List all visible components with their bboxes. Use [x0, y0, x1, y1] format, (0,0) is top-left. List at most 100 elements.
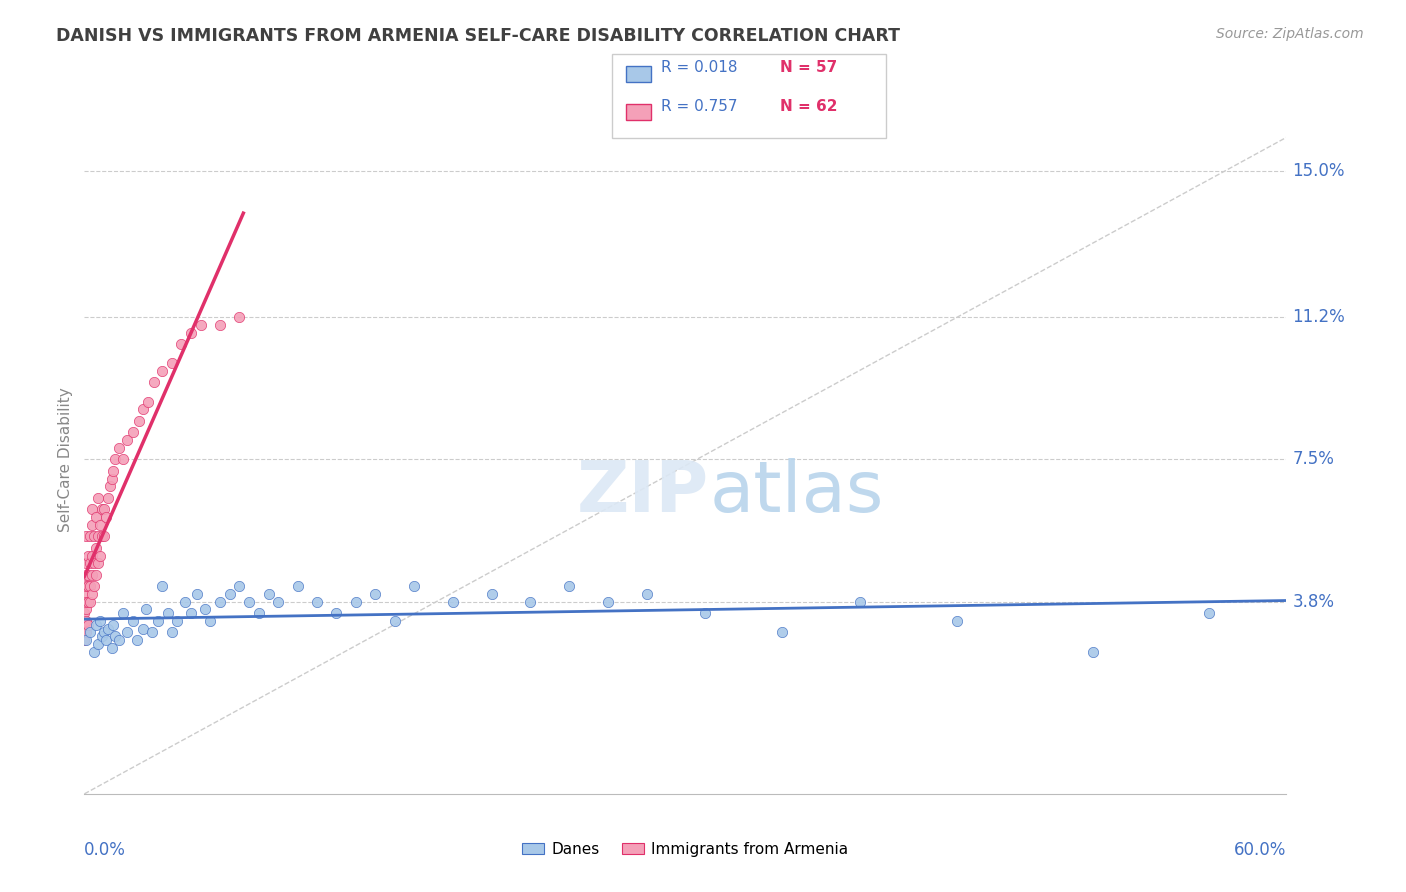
Point: [82, 549, 104, 563]
Point: [89, 517, 111, 532]
Point: [364, 587, 387, 601]
Text: 0.0%: 0.0%: [84, 840, 127, 859]
Point: [402, 579, 425, 593]
Point: [180, 326, 202, 340]
Point: [75, 633, 97, 648]
Point: [83, 645, 105, 659]
Point: [325, 606, 347, 620]
Point: [209, 594, 232, 608]
Point: [287, 579, 309, 593]
Point: [228, 579, 250, 593]
Y-axis label: Self-Care Disability: Self-Care Disability: [58, 387, 73, 532]
Text: N = 57: N = 57: [780, 61, 838, 75]
Point: [77, 567, 100, 582]
Text: R = 0.018: R = 0.018: [661, 61, 737, 75]
Point: [209, 318, 232, 332]
Point: [194, 602, 217, 616]
Text: N = 62: N = 62: [780, 99, 838, 113]
Point: [636, 587, 658, 601]
Point: [770, 625, 793, 640]
Point: [131, 622, 153, 636]
Point: [103, 464, 125, 478]
Text: 60.0%: 60.0%: [1234, 840, 1286, 859]
Point: [75, 625, 97, 640]
Point: [104, 629, 127, 643]
Point: [1198, 606, 1220, 620]
Point: [94, 510, 117, 524]
Point: [84, 510, 107, 524]
Text: R = 0.757: R = 0.757: [661, 99, 737, 113]
Point: [174, 594, 197, 608]
Point: [238, 594, 260, 608]
Point: [160, 625, 183, 640]
Point: [519, 594, 541, 608]
Point: [344, 594, 367, 608]
Point: [112, 452, 135, 467]
Point: [93, 529, 115, 543]
Point: [138, 394, 160, 409]
Point: [481, 587, 503, 601]
Point: [79, 556, 101, 570]
Point: [87, 556, 110, 570]
Point: [125, 633, 148, 648]
Point: [441, 594, 464, 608]
Point: [131, 402, 153, 417]
Point: [79, 594, 101, 608]
Point: [73, 587, 96, 601]
Point: [305, 594, 328, 608]
Text: 3.8%: 3.8%: [1292, 592, 1334, 611]
Point: [160, 356, 183, 370]
Text: DANISH VS IMMIGRANTS FROM ARMENIA SELF-CARE DISABILITY CORRELATION CHART: DANISH VS IMMIGRANTS FROM ARMENIA SELF-C…: [56, 27, 900, 45]
Text: 7.5%: 7.5%: [1292, 450, 1334, 468]
Point: [1081, 645, 1104, 659]
Point: [112, 606, 135, 620]
Point: [89, 549, 111, 563]
Point: [108, 441, 131, 455]
Point: [156, 606, 179, 620]
Point: [596, 594, 619, 608]
Point: [257, 587, 280, 601]
Point: [90, 502, 112, 516]
Point: [143, 376, 166, 390]
Point: [79, 529, 101, 543]
Point: [77, 617, 100, 632]
Point: [84, 541, 107, 555]
Point: [82, 567, 104, 582]
Point: [228, 310, 250, 325]
Point: [82, 502, 104, 516]
Point: [218, 587, 240, 601]
Point: [84, 567, 107, 582]
Point: [83, 529, 105, 543]
Point: [115, 625, 138, 640]
Point: [77, 549, 100, 563]
Point: [97, 622, 120, 636]
Point: [75, 602, 97, 616]
Point: [115, 433, 138, 447]
Point: [100, 640, 122, 655]
Point: [200, 614, 222, 628]
Point: [693, 606, 716, 620]
Point: [75, 614, 97, 628]
Point: [247, 606, 270, 620]
Point: [150, 579, 173, 593]
Point: [82, 517, 104, 532]
Point: [180, 606, 202, 620]
Point: [166, 614, 188, 628]
Point: [90, 629, 112, 643]
Point: [150, 364, 173, 378]
Point: [82, 587, 104, 601]
Legend: Danes, Immigrants from Armenia: Danes, Immigrants from Armenia: [516, 836, 855, 863]
Text: Source: ZipAtlas.com: Source: ZipAtlas.com: [1216, 27, 1364, 41]
Point: [93, 625, 115, 640]
Point: [89, 614, 111, 628]
Point: [79, 579, 101, 593]
Point: [141, 625, 163, 640]
Point: [121, 614, 143, 628]
Point: [103, 617, 125, 632]
Point: [98, 479, 121, 493]
Text: 15.0%: 15.0%: [1292, 162, 1346, 180]
Point: [946, 614, 969, 628]
Point: [83, 579, 105, 593]
Point: [75, 594, 97, 608]
Point: [87, 491, 110, 505]
